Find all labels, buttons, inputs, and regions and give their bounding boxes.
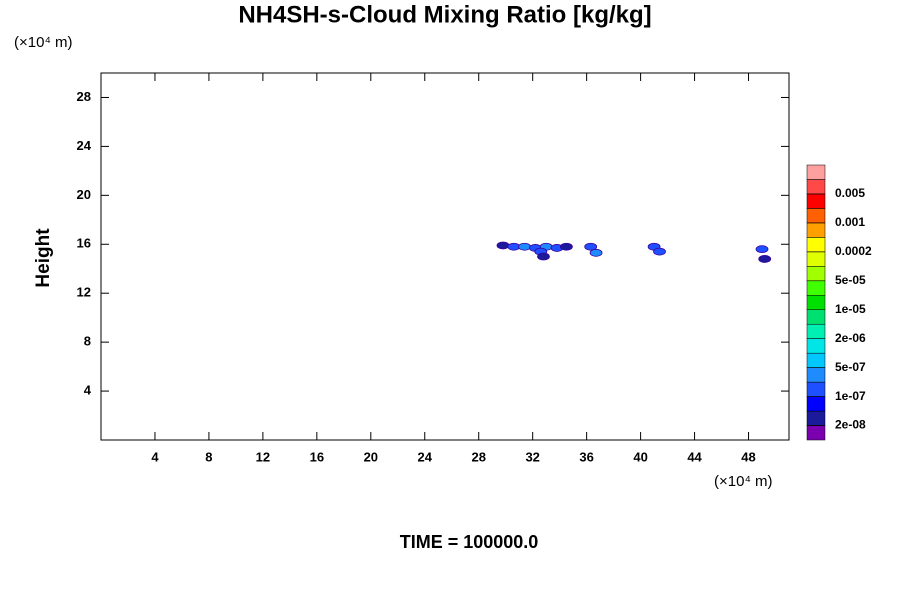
- colorbar-label: 0.001: [835, 215, 865, 229]
- colorbar-label: 2e-08: [835, 418, 866, 432]
- colorbar-band: [806, 266, 826, 282]
- chart-title: NH4SH-s-Cloud Mixing Ratio [kg/kg]: [238, 1, 651, 28]
- cloud-cell: [589, 248, 603, 257]
- x-tick-label: 36: [579, 449, 593, 464]
- x-tick-label: 20: [364, 449, 378, 464]
- colorbar-label: 5e-05: [835, 273, 866, 287]
- cloud-cell: [653, 247, 666, 256]
- cloud-cell: [518, 242, 531, 251]
- colorbar-label: 2e-06: [835, 331, 866, 345]
- y-tick-label: 12: [77, 285, 91, 300]
- x-tick-label: 12: [256, 449, 270, 464]
- x-tick-label: 8: [205, 449, 212, 464]
- cloud-cell: [758, 255, 772, 263]
- footer: TIME = 100000.0: [400, 532, 539, 552]
- colorbar-band: [806, 338, 826, 354]
- colorbar-band: [806, 352, 826, 368]
- colorbar-label: 1e-05: [835, 302, 866, 316]
- colorbar-band: [806, 193, 826, 209]
- colorbar-band: [806, 251, 826, 267]
- colorbar-band: [806, 323, 826, 339]
- cloud-cell: [584, 242, 598, 251]
- colorbar-band: [806, 208, 826, 224]
- colorbar-band: [806, 410, 826, 426]
- colorbar-band: [806, 367, 826, 383]
- colorbar-label: 5e-07: [835, 360, 866, 374]
- colorbar-band: [806, 425, 826, 441]
- x-tick-label: 28: [471, 449, 485, 464]
- y-tick-label: 16: [77, 236, 91, 251]
- y-tick-label: 24: [77, 138, 92, 153]
- x-unit: (×10⁴ m): [714, 473, 773, 490]
- colorbar-band: [806, 396, 826, 412]
- cloud-cell: [560, 242, 573, 251]
- colorbar-label: 0.005: [835, 186, 865, 200]
- colorbar-label: 1e-07: [835, 389, 866, 403]
- x-tick-label: 16: [310, 449, 324, 464]
- colorbar-band: [806, 179, 826, 195]
- colorbar-band: [806, 280, 826, 296]
- y-tick-label: 28: [77, 89, 91, 104]
- cloud-cell: [537, 252, 550, 261]
- colorbar-label: 0.0002: [835, 244, 872, 258]
- colorbar-band: [806, 309, 826, 325]
- x-tick-label: 40: [633, 449, 647, 464]
- plot-frame: [100, 72, 790, 441]
- x-tick-label: 48: [741, 449, 755, 464]
- y-axis-label: Height: [33, 228, 54, 288]
- colorbar-band: [806, 295, 826, 310]
- y-tick-label: 20: [77, 187, 91, 202]
- y-tick-label: 8: [84, 334, 91, 349]
- cloud-cell: [496, 241, 510, 250]
- cloud-cell: [507, 242, 521, 251]
- x-tick-label: 32: [525, 449, 539, 464]
- colorbar-band: [806, 381, 826, 397]
- x-tick-label: 4: [151, 449, 159, 464]
- x-tick-label: 44: [687, 449, 702, 464]
- x-tick-label: 24: [418, 449, 433, 464]
- y-tick-label: 4: [84, 383, 92, 398]
- cloud-cell: [755, 245, 769, 254]
- colorbar-band: [806, 164, 826, 180]
- colorbar-band: [806, 237, 826, 253]
- colorbar-band: [806, 222, 826, 238]
- y-unit: (×10⁴ m): [14, 34, 73, 51]
